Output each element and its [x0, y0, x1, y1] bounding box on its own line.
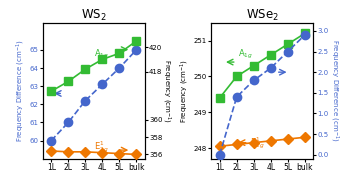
Title: WSe$_2$: WSe$_2$	[246, 8, 279, 23]
Text: E$^1_{2g}$: E$^1_{2g}$	[250, 135, 265, 151]
Text: A$_{1g}$: A$_{1g}$	[239, 48, 253, 61]
Y-axis label: Frequency Difference (cm$^{-1}$): Frequency Difference (cm$^{-1}$)	[15, 39, 27, 142]
Y-axis label: Frequency (cm$^{-1}$): Frequency (cm$^{-1}$)	[179, 59, 191, 123]
Y-axis label: Frequency (cm$^{-1}$): Frequency (cm$^{-1}$)	[160, 59, 172, 123]
Text: A$_{1g}$: A$_{1g}$	[94, 48, 109, 61]
Y-axis label: Frequency Difference (cm$^{-1}$): Frequency Difference (cm$^{-1}$)	[328, 39, 340, 142]
Text: E$^1_{2g}$: E$^1_{2g}$	[94, 139, 108, 155]
Title: WS$_2$: WS$_2$	[81, 8, 106, 23]
